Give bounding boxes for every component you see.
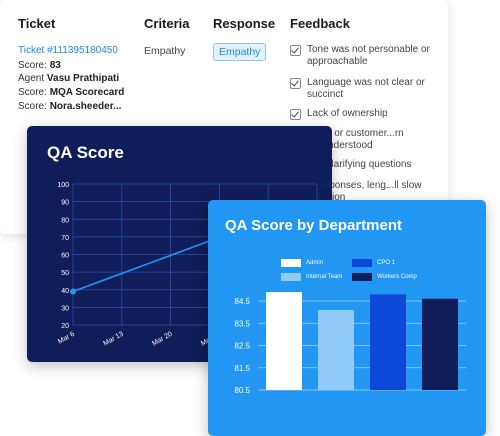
x-tick-label: Mar 6	[57, 331, 76, 346]
criteria-header: Criteria	[144, 16, 190, 31]
x-tick-label: Mar 13	[102, 331, 124, 348]
legend-label: Admin	[306, 260, 324, 266]
legend-swatch	[352, 273, 372, 281]
detail-label: Score:	[18, 60, 47, 71]
y-tick-label: 100	[57, 182, 69, 189]
detail-value: Nora.sheeder...	[49, 101, 122, 112]
detail-value: Vasu Prathipati	[46, 73, 120, 84]
bar-admin	[266, 292, 302, 390]
y-tick-label: 80.5	[234, 386, 250, 395]
y-tick-label: 60	[61, 253, 69, 260]
y-tick-label: 81.5	[234, 364, 250, 373]
feedback-header: Feedback	[290, 16, 350, 31]
bar-workers-comp	[422, 298, 458, 390]
feedback-text: ...tion or customer...rn misunderstood	[307, 128, 404, 151]
checkbox-checked-icon[interactable]	[290, 45, 301, 56]
qa-score-title: QA Score	[47, 143, 124, 162]
legend-swatch	[281, 259, 301, 267]
feedback-text: ...of clarifying questions	[307, 159, 412, 170]
detail-value: MQA Scorecard	[49, 87, 125, 98]
response-header: Response	[213, 16, 276, 31]
detail-reviewer: Score: Nora.sheeder...	[18, 101, 121, 112]
department-card: QA Score by Department Admin CPO 1 Inter…	[208, 200, 486, 436]
bar-cpo-1	[370, 294, 406, 390]
feedback-text: Lack of ownership	[307, 108, 388, 119]
y-tick-label: 82.5	[234, 342, 250, 351]
legend-label: CPO 1	[377, 260, 396, 266]
y-tick-label: 84.5	[234, 297, 250, 306]
detail-label: Agent	[18, 73, 45, 84]
detail-value: 83	[49, 60, 61, 71]
feedback-text: Tone was not personable or approachable	[307, 44, 430, 67]
y-tick-label: 70	[61, 235, 69, 242]
criteria-value: Empathy	[144, 45, 186, 57]
legend-label: Workers Comp	[377, 274, 417, 280]
response-badge: Empathy	[213, 43, 267, 61]
data-point	[70, 288, 76, 295]
y-tick-label: 30	[61, 305, 69, 312]
checkbox-checked-icon[interactable]	[290, 109, 301, 120]
ticket-header: Ticket	[18, 16, 56, 31]
detail-agent: Agent Vasu Prathipati	[18, 73, 119, 84]
y-tick-label: 50	[61, 270, 69, 277]
y-tick-label: 83.5	[234, 319, 250, 328]
detail-label: Score:	[18, 101, 47, 112]
department-bar-chart: 80.5 81.5 82.5 83.5 84.5	[234, 292, 466, 395]
detail-label: Score:	[18, 87, 47, 98]
legend-label: Internal Team	[306, 274, 343, 280]
x-tick-label: Mar 20	[151, 331, 173, 348]
bar-internal-team	[318, 309, 354, 390]
checkbox-checked-icon[interactable]	[290, 78, 301, 89]
y-tick-label: 40	[61, 288, 69, 295]
department-title: QA Score by Department	[225, 217, 402, 234]
feedback-text: Language was not clear or succinct	[307, 77, 425, 100]
legend-swatch	[281, 273, 301, 281]
detail-score: Score: 83	[18, 60, 61, 71]
ticket-id-link[interactable]: Ticket #111395180450	[18, 45, 118, 56]
legend-swatch	[352, 259, 372, 267]
y-tick-label: 20	[61, 323, 69, 330]
detail-scorecard: Score: MQA Scorecard	[18, 87, 124, 98]
y-tick-label: 90	[61, 200, 69, 207]
y-tick-label: 80	[61, 217, 69, 224]
